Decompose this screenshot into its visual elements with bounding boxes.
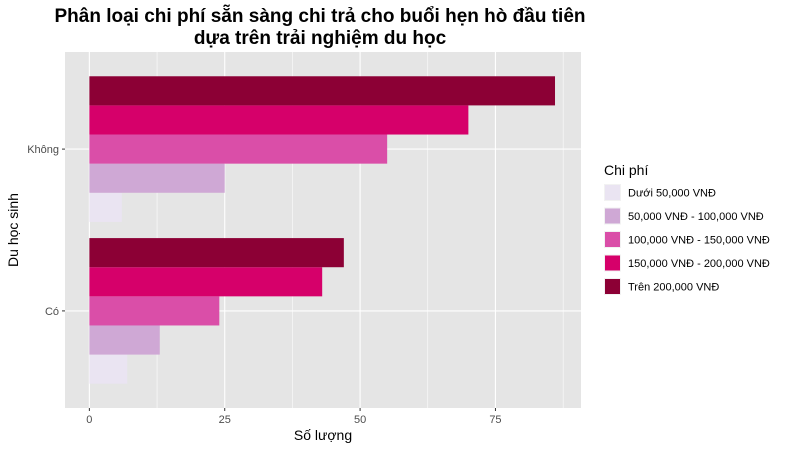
legend-title: Chi phí	[604, 162, 648, 178]
y-tick-label: Không	[27, 144, 59, 156]
bar	[89, 163, 225, 193]
x-axis-title: Số lượng	[294, 427, 352, 443]
legend-label: 50,000 VNĐ - 100,000 VNĐ	[628, 211, 764, 223]
y-tick-label: Có	[45, 306, 59, 318]
y-axis-title: Du học sinh	[5, 193, 21, 267]
y-axis: Không Có	[27, 144, 65, 318]
chart-title-line-2: dựa trên trải nghiệm du học	[194, 28, 447, 49]
legend-swatch	[605, 255, 620, 271]
bar	[89, 134, 388, 164]
x-tick-label: 25	[219, 414, 231, 426]
bar	[89, 105, 469, 135]
legend-swatch	[605, 232, 620, 247]
legend-swatch	[605, 279, 620, 294]
x-tick-label: 75	[489, 414, 501, 426]
bar	[89, 296, 220, 326]
x-axis: 0 25 50 75	[86, 408, 502, 426]
bar	[89, 192, 122, 222]
legend-label: 100,000 VNĐ - 150,000 VNĐ	[628, 235, 770, 247]
legend: Chi phí Dưới 50,000 VNĐ 50,000 VNĐ - 100,…	[604, 162, 770, 295]
bars	[89, 76, 556, 384]
bar	[89, 325, 160, 355]
legend-label: 150,000 VNĐ - 200,000 VNĐ	[628, 258, 770, 270]
bar	[89, 267, 323, 297]
x-tick-label: 0	[86, 414, 92, 426]
chart-title-line-1: Phân loại chi phí sẵn sàng chi trả cho b…	[55, 4, 586, 27]
x-tick-label: 50	[354, 414, 366, 426]
legend-label: Trên 200,000 VNĐ	[628, 282, 719, 294]
legend-swatch	[605, 208, 620, 224]
bar	[89, 238, 344, 268]
legend-swatch	[605, 185, 620, 200]
bar	[89, 76, 556, 106]
legend-label: Dưới 50,000 VNĐ	[628, 188, 716, 200]
bar	[89, 354, 128, 384]
